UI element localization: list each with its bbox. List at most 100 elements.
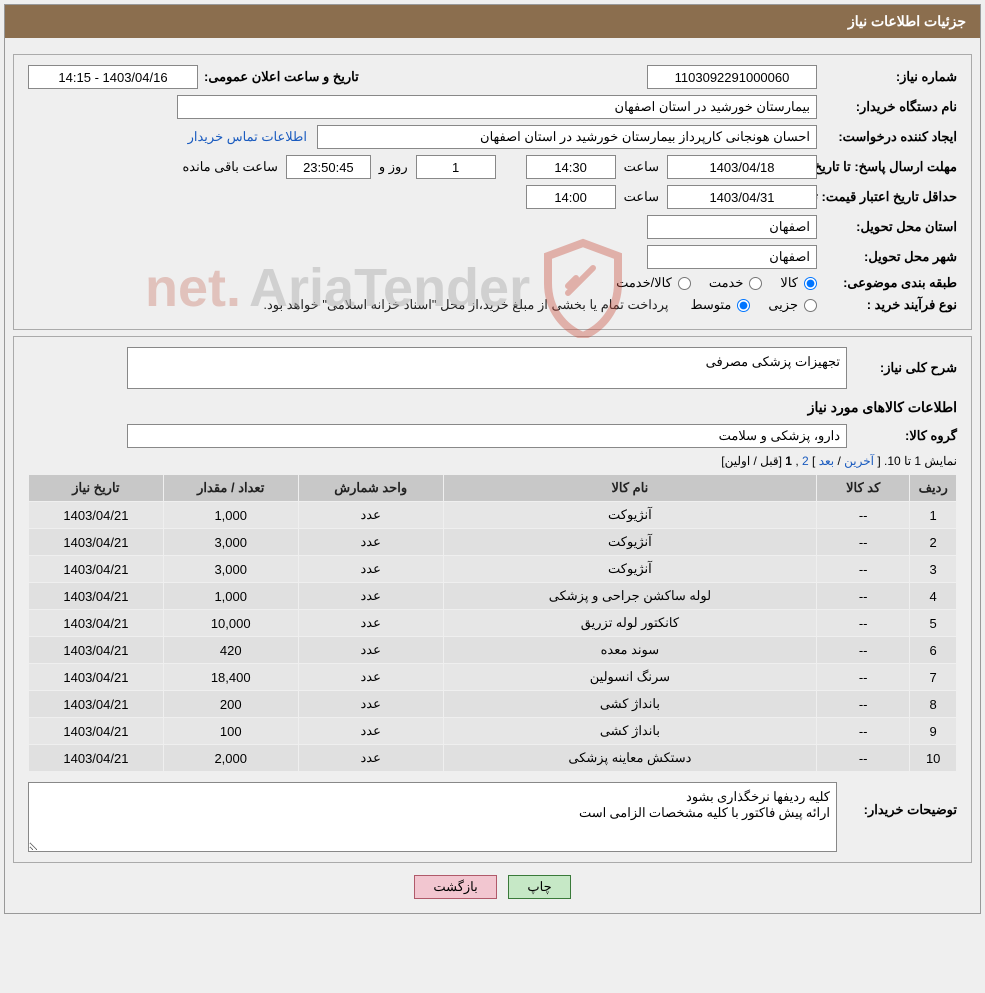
cell-name: بانداژ کشی	[443, 718, 816, 745]
cell-unit: عدد	[298, 718, 443, 745]
cell-date: 1403/04/21	[29, 664, 164, 691]
cell-idx: 7	[910, 664, 957, 691]
requester-field[interactable]	[317, 125, 817, 149]
cell-idx: 1	[910, 502, 957, 529]
radio-goods[interactable]	[804, 277, 817, 290]
radio-partial[interactable]	[804, 299, 817, 312]
reply-deadline-label: مهلت ارسال پاسخ: تا تاریخ:	[817, 159, 957, 176]
th-date: تاریخ نیاز	[29, 475, 164, 502]
radio-medium-label: متوسط	[676, 297, 733, 313]
pager: نمایش 1 تا 10. [ آخرین / بعد ] 2 , 1 [قب…	[28, 454, 957, 468]
cell-code: --	[817, 502, 910, 529]
cell-name: سرنگ انسولین	[443, 664, 816, 691]
days-count-field[interactable]	[416, 155, 496, 179]
table-row: 8--بانداژ کشیعدد2001403/04/21	[29, 691, 957, 718]
cell-unit: عدد	[298, 664, 443, 691]
cell-qty: 420	[163, 637, 298, 664]
cell-unit: عدد	[298, 502, 443, 529]
min-validity-time-field[interactable]	[526, 185, 616, 209]
cell-date: 1403/04/21	[29, 556, 164, 583]
cell-unit: عدد	[298, 691, 443, 718]
radio-medium[interactable]	[737, 299, 750, 312]
public-announce-field[interactable]	[28, 65, 198, 89]
radio-service-label: خدمت	[695, 275, 746, 291]
need-number-field[interactable]	[647, 65, 817, 89]
cell-idx: 3	[910, 556, 957, 583]
cell-qty: 3,000	[163, 556, 298, 583]
table-row: 3--آنژیوکتعدد3,0001403/04/21	[29, 556, 957, 583]
cell-date: 1403/04/21	[29, 610, 164, 637]
reply-date-field[interactable]	[667, 155, 817, 179]
cell-code: --	[817, 691, 910, 718]
cell-date: 1403/04/21	[29, 718, 164, 745]
cell-code: --	[817, 718, 910, 745]
cell-unit: عدد	[298, 610, 443, 637]
goods-table: ردیف کد کالا نام کالا واحد شمارش تعداد /…	[28, 474, 957, 772]
cell-qty: 2,000	[163, 745, 298, 772]
main-panel: جزئیات اطلاعات نیاز AriaTender.net شماره…	[4, 4, 981, 914]
city-field[interactable]	[647, 245, 817, 269]
min-validity-date-field[interactable]	[667, 185, 817, 209]
buyer-desc-field[interactable]	[28, 782, 837, 852]
pager-next[interactable]: بعد	[819, 454, 834, 468]
province-field[interactable]	[647, 215, 817, 239]
table-row: 9--بانداژ کشیعدد1001403/04/21	[29, 718, 957, 745]
min-validity-label: حداقل تاریخ اعتبار قیمت: تا تاریخ:	[817, 189, 957, 206]
cell-qty: 1,000	[163, 583, 298, 610]
table-row: 10--دستکش معاینه پزشکیعدد2,0001403/04/21	[29, 745, 957, 772]
header-title: جزئیات اطلاعات نیاز	[848, 13, 966, 29]
radio-partial-label: جزیی	[754, 297, 800, 313]
cell-name: لوله ساکشن جراحی و پزشکی	[443, 583, 816, 610]
cell-idx: 4	[910, 583, 957, 610]
cell-name: دستکش معاینه پزشکی	[443, 745, 816, 772]
cell-code: --	[817, 583, 910, 610]
cell-date: 1403/04/21	[29, 583, 164, 610]
cell-qty: 200	[163, 691, 298, 718]
back-button[interactable]: بازگشت	[414, 875, 496, 899]
cell-qty: 10,000	[163, 610, 298, 637]
cell-date: 1403/04/21	[29, 745, 164, 772]
th-idx: ردیف	[910, 475, 957, 502]
buyer-desc-label: توضیحات خریدار:	[837, 782, 957, 818]
cell-idx: 5	[910, 610, 957, 637]
pager-p2[interactable]: 2	[802, 454, 809, 468]
cell-date: 1403/04/21	[29, 637, 164, 664]
need-number-label: شماره نیاز:	[817, 69, 957, 85]
cell-code: --	[817, 664, 910, 691]
info-panel: شماره نیاز: تاریخ و ساعت اعلان عمومی: نا…	[13, 54, 972, 330]
category-radio-group: کالا خدمت کالا/خدمت	[602, 275, 817, 291]
cell-name: کانکتور لوله تزریق	[443, 610, 816, 637]
process-radio-group: جزیی متوسط	[676, 297, 817, 313]
public-announce-label: تاریخ و ساعت اعلان عمومی:	[198, 69, 359, 85]
cell-code: --	[817, 637, 910, 664]
pager-last[interactable]: آخرین	[844, 454, 874, 468]
cell-qty: 3,000	[163, 529, 298, 556]
buyer-contact-link[interactable]: اطلاعات تماس خریدار	[188, 129, 317, 145]
header-bar: جزئیات اطلاعات نیاز	[5, 5, 980, 38]
group-field[interactable]	[127, 424, 847, 448]
cell-name: بانداژ کشی	[443, 691, 816, 718]
pager-first: اولین	[725, 454, 751, 468]
cell-code: --	[817, 529, 910, 556]
cell-unit: عدد	[298, 637, 443, 664]
buyer-org-field[interactable]	[177, 95, 817, 119]
cell-unit: عدد	[298, 583, 443, 610]
radio-service[interactable]	[749, 277, 762, 290]
table-row: 5--کانکتور لوله تزریقعدد10,0001403/04/21	[29, 610, 957, 637]
province-label: استان محل تحویل:	[817, 219, 957, 235]
cell-date: 1403/04/21	[29, 502, 164, 529]
process-note: پرداخت تمام یا بخشی از مبلغ خرید،از محل …	[263, 297, 676, 313]
general-desc-field[interactable]	[127, 347, 847, 389]
radio-goods-service[interactable]	[678, 277, 691, 290]
th-name: نام کالا	[443, 475, 816, 502]
cell-qty: 100	[163, 718, 298, 745]
cell-unit: عدد	[298, 556, 443, 583]
cell-name: آنژیوکت	[443, 556, 816, 583]
requester-label: ایجاد کننده درخواست:	[817, 129, 957, 145]
days-and-label: روز و	[371, 159, 416, 175]
print-button[interactable]: چاپ	[508, 875, 570, 899]
reply-time-field[interactable]	[526, 155, 616, 179]
city-label: شهر محل تحویل:	[817, 249, 957, 265]
cell-name: آنژیوکت	[443, 502, 816, 529]
cell-unit: عدد	[298, 745, 443, 772]
